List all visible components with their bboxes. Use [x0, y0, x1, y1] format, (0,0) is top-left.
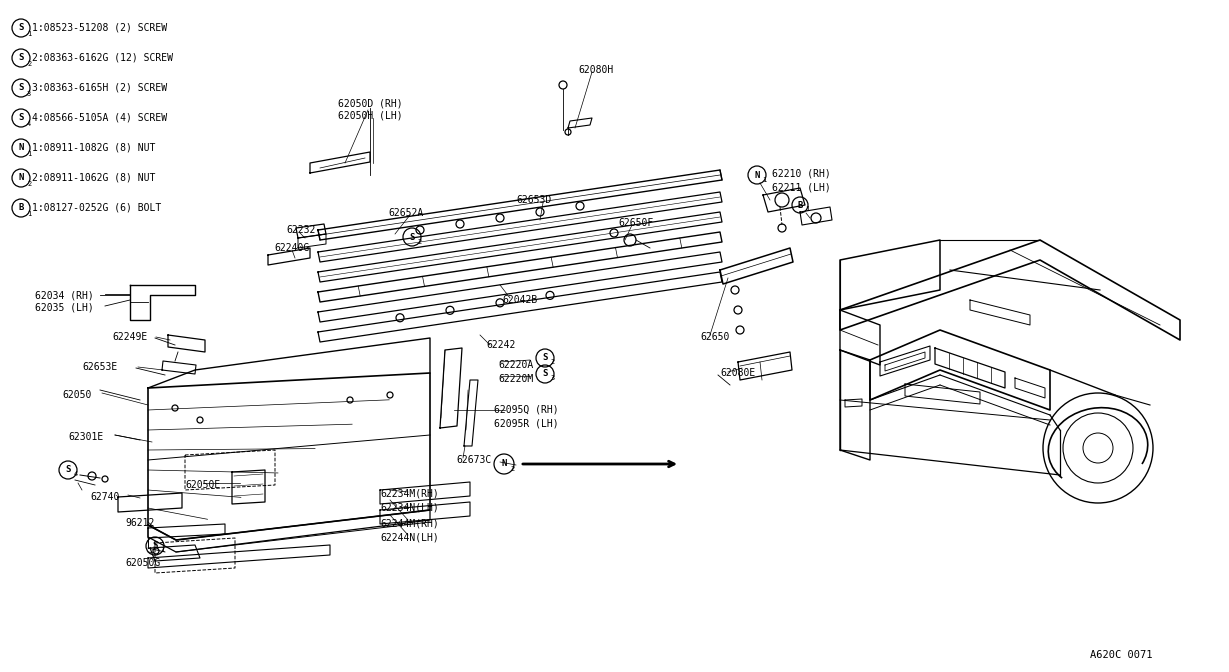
Text: 62242: 62242	[485, 340, 515, 350]
Text: 1:08127-0252G (6) BOLT: 1:08127-0252G (6) BOLT	[32, 203, 161, 213]
Text: N: N	[501, 460, 506, 468]
Text: 2: 2	[418, 239, 422, 245]
Text: 62652A: 62652A	[388, 208, 423, 218]
Text: 62244M(RH): 62244M(RH)	[380, 518, 439, 528]
Text: 2: 2	[551, 360, 554, 366]
Text: 1: 1	[27, 211, 31, 217]
Text: 62050E: 62050E	[186, 480, 220, 490]
Text: 62650F: 62650F	[618, 218, 654, 228]
Text: 2: 2	[510, 466, 514, 472]
Text: S: S	[18, 83, 23, 93]
Text: 62232: 62232	[286, 225, 316, 235]
Text: N: N	[755, 171, 760, 179]
Text: S: S	[409, 233, 414, 241]
Text: 1:08911-1082G (8) NUT: 1:08911-1082G (8) NUT	[32, 143, 155, 153]
Text: 4: 4	[27, 121, 31, 127]
Text: B: B	[798, 200, 803, 210]
Text: 62249E: 62249E	[112, 332, 147, 342]
Text: 62035 (LH): 62035 (LH)	[34, 302, 93, 312]
Text: 62095R (LH): 62095R (LH)	[494, 418, 559, 428]
Text: 62050: 62050	[61, 390, 91, 400]
Text: 1: 1	[161, 548, 165, 554]
Text: 62740: 62740	[90, 492, 119, 502]
Text: 1: 1	[762, 177, 767, 183]
Text: 62080H: 62080H	[578, 65, 613, 75]
Text: 4: 4	[74, 472, 77, 478]
Text: B: B	[18, 204, 23, 212]
Text: 3: 3	[551, 376, 554, 382]
Text: 62080E: 62080E	[720, 368, 756, 378]
Text: S: S	[152, 542, 157, 550]
Text: S: S	[18, 114, 23, 122]
Text: 62240G: 62240G	[274, 243, 310, 253]
Text: 62220M: 62220M	[498, 374, 533, 384]
Text: N: N	[18, 173, 23, 183]
Text: S: S	[65, 466, 71, 474]
Text: S: S	[18, 54, 23, 62]
Text: 2: 2	[27, 181, 31, 187]
Text: 62211 (LH): 62211 (LH)	[772, 182, 831, 192]
Text: 62653E: 62653E	[82, 362, 117, 372]
Text: 2:08911-1062G (8) NUT: 2:08911-1062G (8) NUT	[32, 173, 155, 183]
Text: 1: 1	[27, 31, 31, 37]
Text: 62244N(LH): 62244N(LH)	[380, 532, 439, 542]
Text: 3: 3	[27, 91, 31, 97]
Text: 2: 2	[27, 61, 31, 67]
Text: 62050H (LH): 62050H (LH)	[338, 110, 403, 120]
Text: S: S	[18, 24, 23, 32]
Text: 62095Q (RH): 62095Q (RH)	[494, 404, 559, 414]
Text: 96212: 96212	[125, 518, 155, 528]
Text: 62034 (RH): 62034 (RH)	[34, 290, 93, 300]
Text: 62301E: 62301E	[68, 432, 103, 442]
Text: 62042B: 62042B	[501, 295, 537, 305]
Text: 62234N(LH): 62234N(LH)	[380, 502, 439, 512]
Text: 62653D: 62653D	[516, 195, 552, 205]
Text: 62673C: 62673C	[456, 455, 492, 465]
Text: 1: 1	[805, 206, 809, 212]
Text: 62050D (RH): 62050D (RH)	[338, 98, 403, 108]
Text: 3:08363-6165H (2) SCREW: 3:08363-6165H (2) SCREW	[32, 83, 167, 93]
Text: 4:08566-5105A (4) SCREW: 4:08566-5105A (4) SCREW	[32, 113, 167, 123]
Text: 1:08523-51208 (2) SCREW: 1:08523-51208 (2) SCREW	[32, 23, 167, 33]
Text: S: S	[542, 370, 548, 378]
Text: N: N	[18, 144, 23, 153]
Text: 62050G: 62050G	[125, 558, 160, 568]
Text: 62220A: 62220A	[498, 360, 533, 370]
Text: 62234M(RH): 62234M(RH)	[380, 488, 439, 498]
Text: S: S	[542, 353, 548, 362]
Text: 62210 (RH): 62210 (RH)	[772, 168, 831, 178]
Text: A620C 0071: A620C 0071	[1090, 650, 1153, 660]
Text: 2:08363-6162G (12) SCREW: 2:08363-6162G (12) SCREW	[32, 53, 173, 63]
Text: 62650: 62650	[701, 332, 729, 342]
Text: 1: 1	[27, 151, 31, 157]
